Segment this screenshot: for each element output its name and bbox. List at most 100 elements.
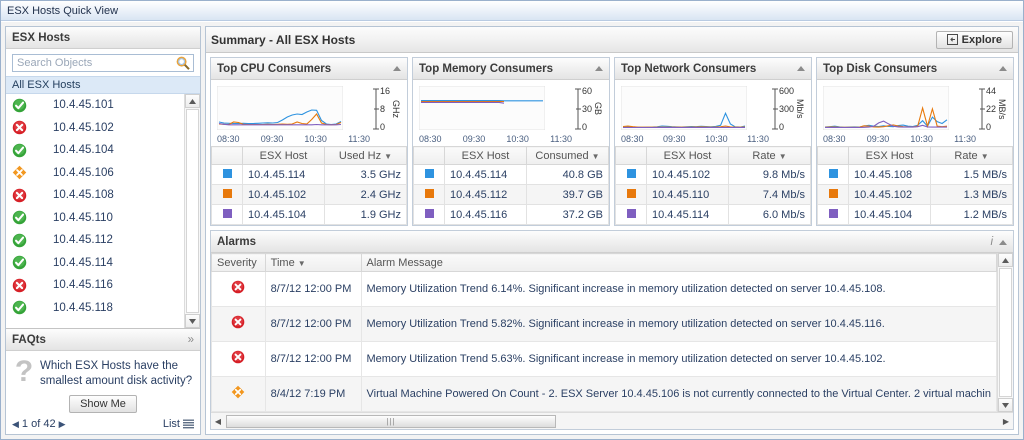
alarms-vertical-scrollbar[interactable] xyxy=(997,253,1013,412)
table-row[interactable]: 10.4.45.102 2.4 GHz xyxy=(211,184,407,205)
host-list-item[interactable]: 10.4.45.102 xyxy=(6,117,184,140)
alarm-row[interactable]: 8/7/12 12:00 PM Memory Utilization Trend … xyxy=(211,341,997,377)
alarm-message-cell: Memory Utilization Trend 6.14%. Signific… xyxy=(360,271,997,307)
consumer-card: Top Memory Consumers 08:30 09:30 10:30 11:30… xyxy=(412,57,610,226)
series-color-swatch xyxy=(211,204,243,225)
table-row[interactable]: 10.4.45.112 39.7 GB xyxy=(413,184,609,205)
card-col-host[interactable]: ESX Host xyxy=(242,146,325,165)
search-box[interactable] xyxy=(12,54,194,72)
table-row[interactable]: 10.4.45.114 40.8 GB xyxy=(413,164,609,185)
host-list-area: 10.4.45.101 10.4.45.102 10.4.45.104 10.4.45… xyxy=(6,94,200,328)
sidebar-title: ESX Hosts xyxy=(12,31,71,44)
next-faq-icon[interactable]: ▶ xyxy=(58,418,66,429)
faqts-pager: 1 of 42 xyxy=(21,418,56,430)
series-color-swatch xyxy=(615,204,647,225)
show-me-button[interactable]: Show Me xyxy=(69,395,137,413)
explore-label: Explore xyxy=(961,33,1002,46)
search-container xyxy=(6,49,200,76)
alarm-message-cell: Memory Utilization Trend 5.82%. Signific… xyxy=(360,306,997,342)
faqts-footer: ◀ 1 of 42 ▶ List xyxy=(6,416,200,434)
card-header: Top Disk Consumers xyxy=(817,58,1013,80)
table-row[interactable]: 10.4.45.102 1.3 MB/s xyxy=(817,184,1013,205)
faqts-question: Which ESX Hosts have the smallest amount… xyxy=(40,360,193,387)
table-row[interactable]: 10.4.45.114 6.0 Mb/s xyxy=(615,204,811,225)
chevron-up-icon[interactable] xyxy=(595,66,603,71)
search-icon[interactable] xyxy=(175,55,191,71)
alarm-time-cell: 8/7/12 12:00 PM xyxy=(264,341,362,377)
host-name: 10.4.45.102 xyxy=(53,121,114,134)
table-row[interactable]: 10.4.45.102 9.8 Mb/s xyxy=(615,164,811,185)
host-list-item[interactable]: 10.4.45.104 xyxy=(6,139,184,162)
card-col-value[interactable]: Rate ▼ xyxy=(930,146,1013,165)
chevron-up-icon[interactable] xyxy=(999,236,1007,248)
status-critical-icon xyxy=(12,278,27,293)
y-axis-ticks xyxy=(771,88,778,130)
status-critical-icon xyxy=(231,315,246,330)
y-axis-title: Mb/s xyxy=(795,99,805,119)
scroll-up-button[interactable] xyxy=(185,94,200,108)
series-color-swatch xyxy=(817,164,849,185)
faqts-title: FAQts xyxy=(12,333,46,346)
host-list-item[interactable]: 10.4.45.116 xyxy=(6,274,184,297)
alarms-scroll-up-button[interactable] xyxy=(998,253,1013,267)
card-col-value[interactable]: Consumed ▼ xyxy=(526,146,609,165)
host-list-item[interactable]: 10.4.45.108 xyxy=(6,184,184,207)
series-color-swatch xyxy=(615,164,647,185)
table-row[interactable]: 10.4.45.108 1.5 MB/s xyxy=(817,164,1013,185)
alarms-scroll-thumb[interactable] xyxy=(999,268,1012,397)
chevron-up-icon[interactable] xyxy=(999,66,1007,71)
card-col-value[interactable]: Used Hz ▼ xyxy=(324,146,407,165)
host-list-scrollbar[interactable] xyxy=(184,94,200,328)
card-host-cell: 10.4.45.104 xyxy=(242,204,325,225)
card-col-value[interactable]: Rate ▼ xyxy=(728,146,811,165)
scroll-thumb[interactable] xyxy=(186,109,199,313)
table-row[interactable]: 10.4.45.114 3.5 GHz xyxy=(211,164,407,185)
alarm-row[interactable]: 8/7/12 12:00 PM Memory Utilization Trend … xyxy=(211,306,997,342)
series-color-swatch xyxy=(211,184,243,205)
prev-faq-icon[interactable]: ◀ xyxy=(12,418,19,429)
host-list: 10.4.45.101 10.4.45.102 10.4.45.104 10.4.45… xyxy=(6,94,184,328)
series-color-swatch xyxy=(413,204,445,225)
x-tick-label: 09:30 xyxy=(866,134,890,144)
alarm-row[interactable]: 8/4/12 7:19 PM Virtual Machine Powered On… xyxy=(211,376,997,412)
card-header-row: ESX Host Used Hz ▼ xyxy=(211,146,407,165)
alarm-severity-cell xyxy=(211,306,266,342)
host-list-item[interactable]: 10.4.45.118 xyxy=(6,297,184,320)
card-value-cell: 37.2 GB xyxy=(526,204,609,225)
alarms-col-time[interactable]: Time ▼ xyxy=(264,253,362,272)
alarms-header-row: Severity Time ▼ Alarm Message xyxy=(211,253,997,272)
host-list-item[interactable]: 10.4.45.114 xyxy=(6,252,184,275)
card-host-cell: 10.4.45.104 xyxy=(848,204,931,225)
chevron-up-icon[interactable] xyxy=(797,66,805,71)
chevron-up-icon[interactable] xyxy=(393,66,401,71)
host-list-item[interactable]: 10.4.45.112 xyxy=(6,229,184,252)
hscroll-right-button[interactable]: ▶ xyxy=(1002,416,1010,426)
hscroll-left-button[interactable]: ◀ xyxy=(214,416,222,426)
alarms-horizontal-scrollbar[interactable]: ◀ ||| ▶ xyxy=(211,412,1013,429)
y-tick-label: 0 xyxy=(581,122,587,132)
alarms-scroll-down-button[interactable] xyxy=(998,398,1013,412)
table-row[interactable]: 10.4.45.104 1.2 MB/s xyxy=(817,204,1013,225)
card-col-host[interactable]: ESX Host xyxy=(646,146,729,165)
host-list-item[interactable]: 10.4.45.106 xyxy=(6,162,184,185)
table-row[interactable]: 10.4.45.104 1.9 GHz xyxy=(211,204,407,225)
info-icon[interactable]: i xyxy=(990,235,993,248)
x-axis: 08:30 09:30 10:30 11:30 xyxy=(621,133,769,144)
alarm-row[interactable]: 8/7/12 12:00 PM Memory Utilization Trend … xyxy=(211,271,997,307)
host-list-item[interactable]: 10.4.45.101 xyxy=(6,94,184,117)
host-list-item[interactable]: 10.4.45.110 xyxy=(6,207,184,230)
scroll-down-button[interactable] xyxy=(185,314,200,328)
search-input[interactable] xyxy=(13,55,175,71)
alarms-col-message[interactable]: Alarm Message xyxy=(360,253,997,272)
explore-button[interactable]: Explore xyxy=(935,30,1013,49)
host-group-row[interactable]: All ESX Hosts xyxy=(6,76,200,94)
table-row[interactable]: 10.4.45.116 37.2 GB xyxy=(413,204,609,225)
alarms-col-severity[interactable]: Severity xyxy=(211,253,266,272)
chevron-double-down-icon[interactable]: » xyxy=(187,333,194,346)
card-col-host[interactable]: ESX Host xyxy=(444,146,527,165)
table-row[interactable]: 10.4.45.110 7.4 Mb/s xyxy=(615,184,811,205)
hscroll-thumb[interactable]: ||| xyxy=(226,414,556,428)
faqts-list-toggle[interactable]: List xyxy=(163,418,194,430)
card-table: ESX Host Consumed ▼ 10.4.45.114 40.8 GB 10.4… xyxy=(413,146,609,225)
card-col-host[interactable]: ESX Host xyxy=(848,146,931,165)
